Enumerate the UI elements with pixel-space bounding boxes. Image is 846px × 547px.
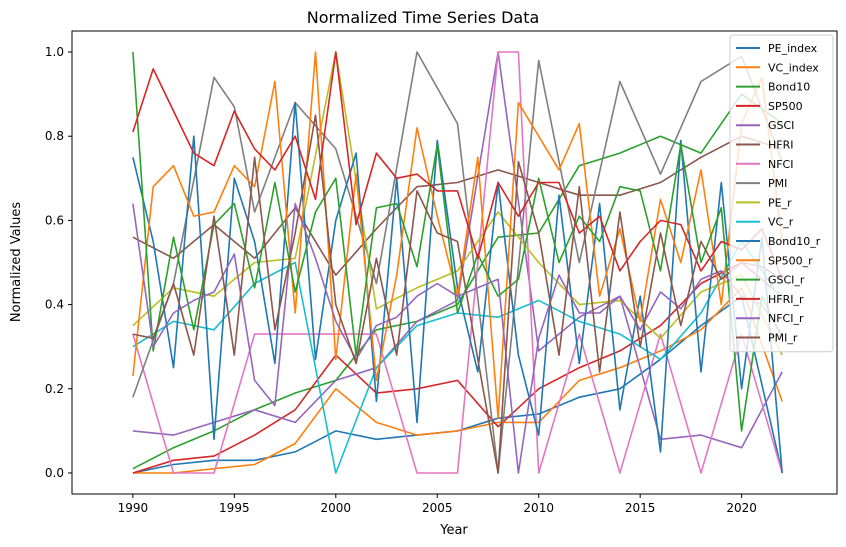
x-tick-label: 2000 — [321, 501, 352, 515]
legend-label: VC_r — [768, 216, 794, 229]
plot-frame — [71, 30, 838, 495]
y-tick-label: 0.6 — [45, 213, 64, 227]
legend-box — [729, 34, 834, 353]
legend-label: Bond10_r — [768, 235, 821, 248]
series-line-pmi-r — [132, 114, 783, 474]
legend-label: HFRI_r — [768, 293, 804, 306]
legend-label: GSCI — [768, 119, 794, 132]
x-axis-label: Year — [439, 523, 468, 538]
series-line-bond10-r — [132, 101, 783, 474]
plot-area — [71, 30, 838, 495]
series-layer — [132, 51, 783, 474]
x-tick-label: 2020 — [726, 501, 757, 515]
chart-title: Normalized Time Series Data — [307, 8, 540, 27]
y-axis-label: Normalized Values — [9, 202, 24, 323]
series-line-hfri — [132, 135, 783, 276]
legend-label: NFCI_r — [768, 312, 804, 325]
legend-label: PE_r — [768, 196, 792, 209]
legend-label: PMI — [768, 177, 787, 190]
series-line-bond10 — [132, 93, 783, 470]
series-line-sp500 — [132, 261, 783, 474]
legend: PE_index VC_index Bond10 SP500 GSCI HFRI NFCI P… — [729, 34, 834, 353]
x-tick-label: 2010 — [523, 501, 554, 515]
legend-label: VC_index — [768, 61, 819, 74]
legend-label: NFCI — [768, 158, 793, 171]
y-tick-label: 0.4 — [45, 298, 64, 312]
x-tick-label: 2015 — [625, 501, 656, 515]
x-tick-label: 1995 — [219, 501, 250, 515]
legend-label: GSCI_r — [768, 274, 805, 287]
y-tick-label: 1.0 — [45, 45, 64, 59]
y-tick-label: 0.2 — [45, 382, 64, 396]
legend-label: PE_index — [768, 42, 818, 55]
y-tick-label: 0.8 — [45, 129, 64, 143]
legend-label: SP500_r — [768, 254, 813, 267]
legend-label: PMI_r — [768, 332, 798, 345]
x-axis: 1990 1995 2000 2005 2010 2015 2020 — [118, 494, 757, 515]
series-line-pe-r — [132, 51, 783, 356]
series-line-pmi — [132, 51, 783, 474]
y-tick-label: 0.0 — [45, 466, 64, 480]
y-axis: 0.0 0.2 0.4 0.6 0.8 1.0 — [45, 45, 72, 480]
legend-label: SP500 — [768, 100, 803, 113]
legend-label: HFRI — [768, 139, 794, 152]
series-line-gsci-r — [132, 51, 783, 432]
series-line-hfri-r — [132, 51, 783, 280]
legend-label: Bond10 — [768, 81, 810, 94]
x-tick-label: 1990 — [118, 501, 149, 515]
series-line-gsci — [132, 51, 783, 449]
series-line-vc-r — [132, 240, 783, 474]
x-tick-label: 2005 — [422, 501, 453, 515]
